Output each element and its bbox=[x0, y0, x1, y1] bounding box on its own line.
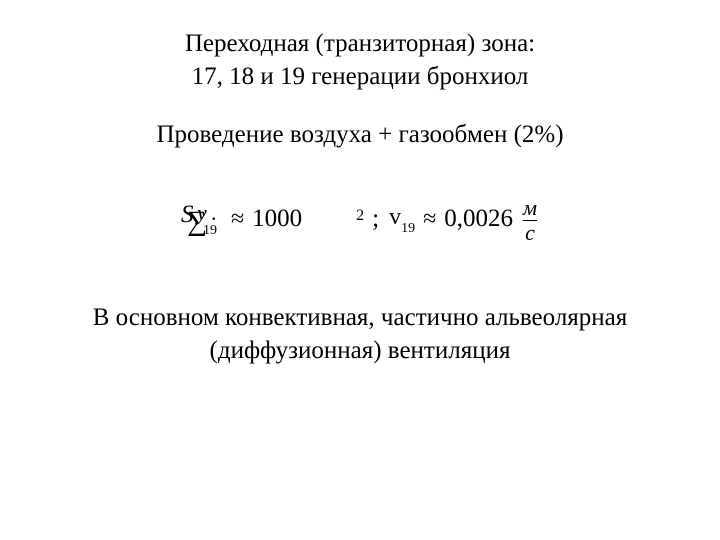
formula-v-letter: v bbox=[389, 204, 401, 230]
fraction-m-over-s: м с bbox=[521, 197, 539, 244]
formula-v-sub19: 19 bbox=[401, 221, 415, 236]
formula-period: . bbox=[211, 202, 217, 224]
title-line-2: 17, 18 и 19 генерации бронхиол bbox=[0, 61, 720, 94]
approx-1: ≈ bbox=[229, 207, 246, 231]
approx-2: ≈ bbox=[421, 207, 438, 231]
formula-Svar: S ∑ у . 19 bbox=[181, 202, 223, 236]
fraction-denominator: с bbox=[523, 220, 537, 244]
semicolon: ; bbox=[370, 206, 383, 231]
formula-S-sub19: 19 bbox=[203, 224, 217, 238]
subtitle: Проведение воздуха + газообмен (2%) bbox=[0, 121, 720, 149]
slide: Переходная (транзиторная) зона: 17, 18 и… bbox=[0, 0, 720, 540]
bottom-block: В основном конвективная, частично альвео… bbox=[0, 302, 720, 367]
value-1000: 1000 bbox=[252, 206, 302, 231]
bottom-line-1: В основном конвективная, частично альвео… bbox=[0, 302, 720, 335]
formula-v19: v19 bbox=[389, 204, 415, 234]
formula-inner: S ∑ у . 19 ≈ 1000 2 ; v19 ≈ 0,0026 м с bbox=[181, 195, 539, 242]
title-block: Переходная (транзиторная) зона: 17, 18 и… bbox=[0, 28, 720, 93]
formula-y: у bbox=[197, 202, 207, 224]
formula-row: S ∑ у . 19 ≈ 1000 2 ; v19 ≈ 0,0026 м с bbox=[0, 195, 720, 242]
superscript-2: 2 bbox=[356, 208, 364, 224]
fraction-numerator: м bbox=[521, 197, 539, 220]
bottom-line-2: (диффузионная) вентиляция bbox=[0, 335, 720, 368]
title-line-1: Переходная (транзиторная) зона: bbox=[0, 28, 720, 61]
value-00026: 0,0026 bbox=[444, 206, 513, 231]
